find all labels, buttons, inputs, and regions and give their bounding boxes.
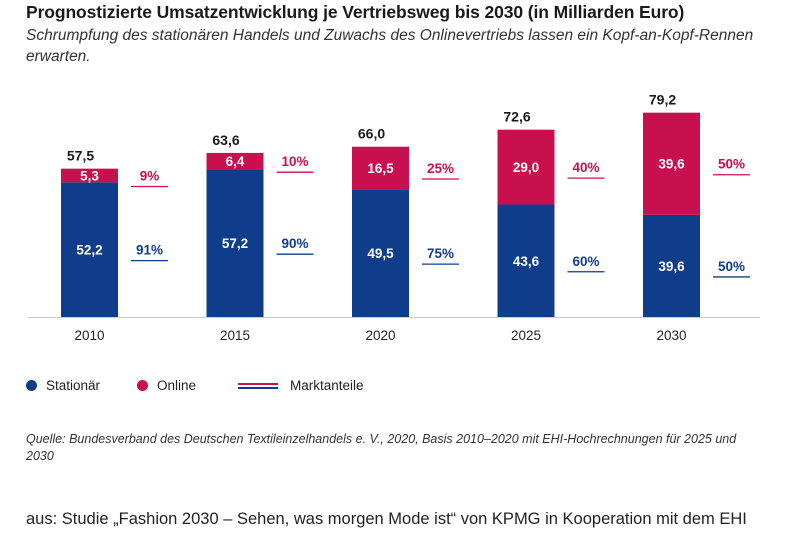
- bar-online: [352, 146, 409, 190]
- share-label-online: 10%: [281, 154, 308, 169]
- legend-swatch-stationaer: [26, 380, 37, 391]
- total-label: 66,0: [358, 126, 385, 142]
- share-label-stationaer: 91%: [136, 243, 163, 258]
- bar-online: [206, 152, 264, 170]
- value-label-online: 39,6: [658, 157, 685, 172]
- value-label-online: 16,5: [367, 161, 394, 176]
- legend-item-stationaer: Stationär: [26, 378, 100, 393]
- chart-legend: Stationär Online Marktanteile: [26, 378, 626, 398]
- value-label-stationaer: 49,5: [367, 246, 394, 261]
- stacked-bar-chart: 52,2 5,3 57,5 2010 9% 91% 57,2 6,4 63,6 2015 10% 90…: [28, 92, 760, 343]
- x-tick-label: 2030: [656, 328, 686, 343]
- bar-stationaer: [497, 204, 555, 317]
- bar-online: [61, 168, 118, 183]
- x-tick-label: 2020: [365, 328, 395, 343]
- x-tick-label: 2025: [511, 328, 541, 343]
- bar-online: [643, 112, 700, 215]
- legend-item-online: Online: [137, 378, 196, 393]
- total-label: 57,5: [67, 148, 94, 164]
- legend-label-online: Online: [157, 378, 197, 393]
- total-label: 63,6: [212, 132, 239, 148]
- legend-label-stationaer: Stationär: [46, 378, 101, 393]
- value-label-online: 5,3: [80, 168, 99, 183]
- share-label-stationaer: 90%: [281, 236, 308, 251]
- total-label: 72,6: [503, 109, 530, 125]
- bar-stationaer: [643, 214, 700, 317]
- chart-subtitle: Schrumpfung des stationären Handels und …: [26, 27, 754, 65]
- share-label-stationaer: 50%: [718, 259, 745, 274]
- bar-stationaer: [206, 169, 264, 317]
- value-label-stationaer: 57,2: [222, 236, 248, 251]
- share-label-stationaer: 75%: [427, 246, 454, 261]
- value-label-stationaer: 43,6: [513, 254, 540, 269]
- legend-swatch-online: [137, 380, 148, 391]
- share-label-online: 25%: [427, 161, 454, 176]
- bar-stationaer: [61, 182, 118, 317]
- x-tick-label: 2010: [74, 328, 104, 343]
- share-label-online: 40%: [572, 160, 599, 175]
- legend-label-marktanteile: Marktanteile: [290, 378, 364, 393]
- x-tick-label: 2015: [220, 328, 250, 343]
- value-label-online: 29,0: [513, 160, 539, 175]
- chart-title: Prognostizierte Umsatzentwicklung je Ver…: [26, 2, 685, 22]
- share-label-stationaer: 60%: [572, 254, 599, 269]
- legend-item-marktanteile: Marktanteile: [238, 378, 364, 393]
- value-label-stationaer: 39,6: [658, 259, 685, 274]
- bar-online: [497, 129, 555, 205]
- source-note: Quelle: Bundesverband des Deutschen Text…: [26, 432, 737, 463]
- share-label-online: 9%: [140, 168, 160, 183]
- share-label-online: 50%: [718, 157, 745, 172]
- total-label: 79,2: [649, 92, 676, 108]
- bar-stationaer: [352, 189, 409, 317]
- caption-text: aus: Studie „Fashion 2030 – Sehen, was m…: [26, 510, 747, 528]
- value-label-stationaer: 52,2: [76, 243, 102, 258]
- legend-swatch-marktanteile: [238, 383, 278, 389]
- value-label-online: 6,4: [226, 154, 245, 169]
